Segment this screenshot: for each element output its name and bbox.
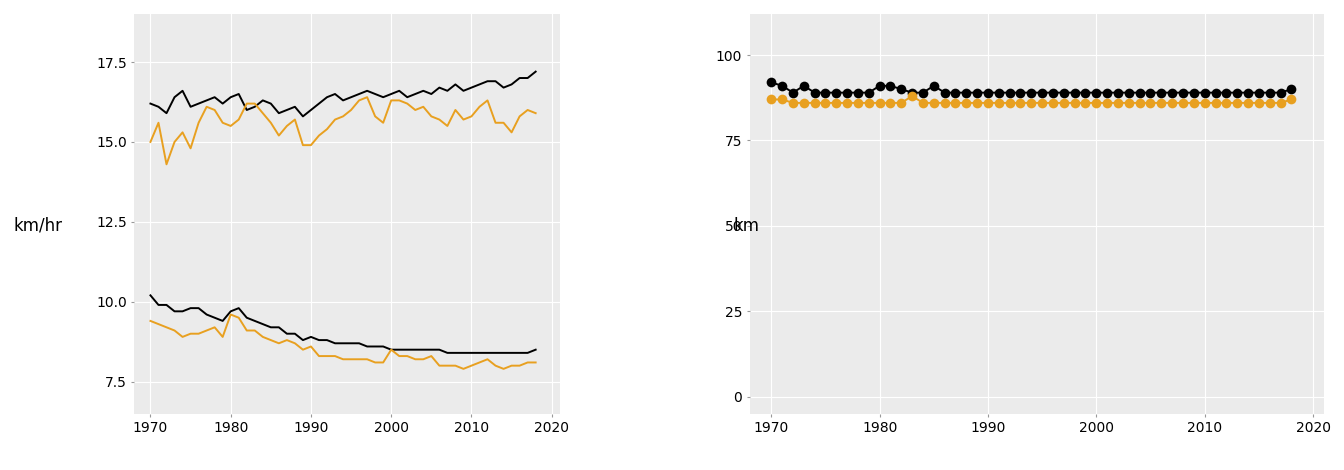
- Text: km/hr: km/hr: [13, 217, 62, 235]
- Text: km: km: [734, 217, 759, 235]
